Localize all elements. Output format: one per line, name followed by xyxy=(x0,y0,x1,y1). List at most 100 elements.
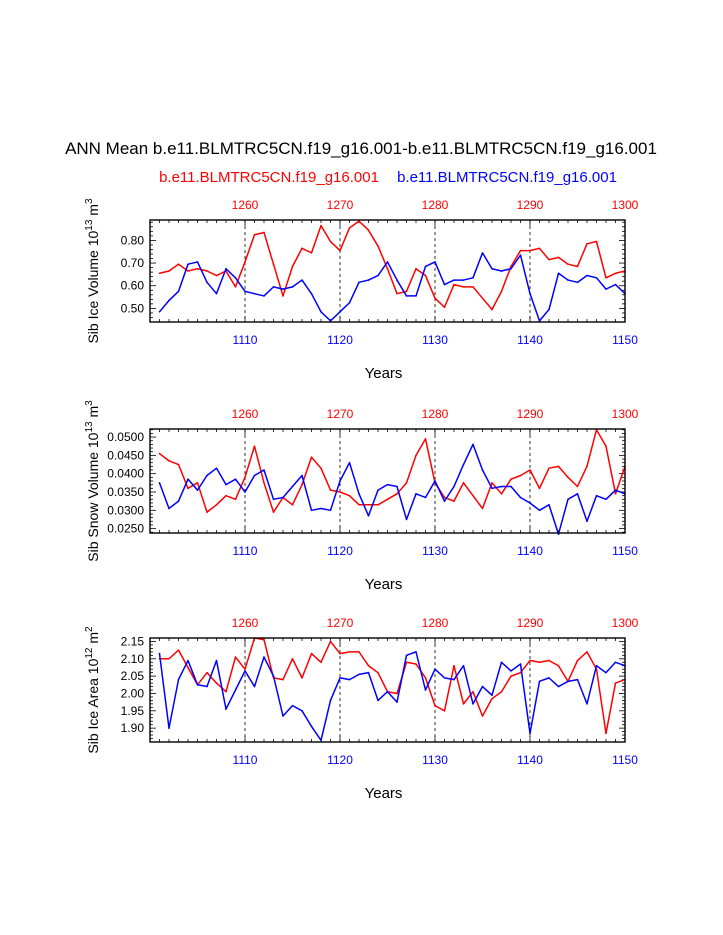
series-line-red xyxy=(159,220,626,311)
x-top-tick-label: 1260 xyxy=(232,407,259,421)
data-point-blue xyxy=(339,311,341,313)
data-point-red xyxy=(348,227,351,229)
y-tick-label: 0.60 xyxy=(121,279,145,293)
data-point-red xyxy=(377,504,379,506)
data-point-blue xyxy=(510,485,512,488)
y-tick-label: 0.70 xyxy=(121,256,145,270)
data-point-red xyxy=(472,494,474,497)
chart-panel-1: 0.50 0.60 0.70 0.80 1110 1120 1130 1140 1150 1260… xyxy=(84,198,639,382)
data-point-red xyxy=(196,482,199,484)
data-point-blue xyxy=(253,292,256,295)
data-point-red xyxy=(557,465,560,468)
data-point-red xyxy=(234,656,237,658)
data-point-red xyxy=(291,658,294,660)
data-point-blue xyxy=(481,685,484,688)
data-point-blue xyxy=(234,277,237,279)
data-point-blue xyxy=(187,659,189,662)
data-point-blue xyxy=(158,311,161,313)
y-tick-label: 0.0400 xyxy=(107,467,144,481)
data-point-red xyxy=(396,292,398,295)
data-point-red xyxy=(187,666,189,669)
series-line-blue xyxy=(158,651,626,742)
data-point-red xyxy=(424,274,427,277)
data-point-red xyxy=(282,678,284,681)
data-point-blue xyxy=(367,514,370,517)
data-point-blue xyxy=(548,504,550,506)
data-point-blue xyxy=(348,301,351,304)
data-point-red xyxy=(491,308,493,311)
data-point-red xyxy=(586,243,588,245)
data-point-blue xyxy=(510,267,512,270)
data-point-blue xyxy=(424,689,427,691)
data-point-blue xyxy=(177,678,180,681)
data-point-red xyxy=(396,692,398,695)
data-point-red xyxy=(538,661,541,664)
data-point-red xyxy=(443,496,446,499)
x-axis-label: Years xyxy=(365,365,403,382)
data-point-blue xyxy=(453,485,455,488)
x-bottom-tick-label: 1130 xyxy=(422,544,448,558)
data-point-red xyxy=(548,467,550,469)
x-top-tick-label: 1260 xyxy=(232,198,259,212)
data-point-blue xyxy=(443,677,446,679)
data-point-red xyxy=(206,511,208,513)
data-point-red xyxy=(348,651,351,653)
data-point-red xyxy=(462,703,465,705)
data-point-blue xyxy=(367,671,370,674)
data-point-blue xyxy=(358,673,360,676)
data-point-blue xyxy=(253,685,256,688)
data-point-blue xyxy=(168,727,170,729)
data-point-red xyxy=(424,438,427,440)
x-top-tick-label: 1290 xyxy=(517,407,544,421)
data-point-blue xyxy=(348,461,351,464)
series-line-blue xyxy=(158,252,626,322)
data-point-red xyxy=(481,715,484,717)
data-point-red xyxy=(263,638,265,641)
data-point-red xyxy=(329,240,332,243)
data-point-red xyxy=(386,267,389,270)
data-point-red xyxy=(177,263,180,266)
data-point-red xyxy=(605,732,607,735)
data-point-blue xyxy=(234,478,237,480)
data-point-red xyxy=(234,286,237,288)
data-point-blue xyxy=(481,252,484,254)
data-point-red xyxy=(396,493,398,495)
data-point-blue xyxy=(529,502,531,504)
data-point-red xyxy=(291,504,294,506)
data-point-blue xyxy=(263,656,265,658)
data-point-blue xyxy=(215,292,218,295)
data-point-blue xyxy=(329,509,332,512)
data-point-blue xyxy=(386,690,389,693)
data-point-blue xyxy=(301,710,303,712)
data-point-blue xyxy=(605,288,607,290)
x-bottom-tick-label: 1130 xyxy=(422,753,448,767)
data-point-red xyxy=(367,504,370,506)
data-point-blue xyxy=(244,491,246,493)
data-point-red xyxy=(339,249,341,252)
data-point-blue xyxy=(234,689,237,691)
data-point-blue xyxy=(595,277,598,279)
data-point-blue xyxy=(310,292,313,295)
data-point-blue xyxy=(187,478,189,480)
data-point-blue xyxy=(405,654,408,657)
x-top-tick-label: 1270 xyxy=(327,198,354,212)
data-point-red xyxy=(329,489,332,491)
x-bottom-tick-label: 1140 xyxy=(517,544,543,558)
data-point-red xyxy=(301,483,303,486)
data-point-red xyxy=(405,661,408,664)
data-point-red xyxy=(320,224,322,227)
data-point-blue xyxy=(215,659,218,662)
data-point-red xyxy=(491,482,493,484)
data-point-blue xyxy=(158,482,161,484)
data-point-red xyxy=(339,491,341,493)
data-point-blue xyxy=(291,485,294,488)
data-point-red xyxy=(548,659,550,662)
data-point-red xyxy=(462,286,465,288)
data-point-blue xyxy=(215,467,218,469)
data-point-blue xyxy=(405,518,408,521)
data-point-red xyxy=(519,249,522,252)
data-point-red xyxy=(272,263,275,266)
data-point-red xyxy=(206,671,208,674)
x-top-tick-label: 1270 xyxy=(327,616,354,630)
data-point-blue xyxy=(272,286,275,288)
